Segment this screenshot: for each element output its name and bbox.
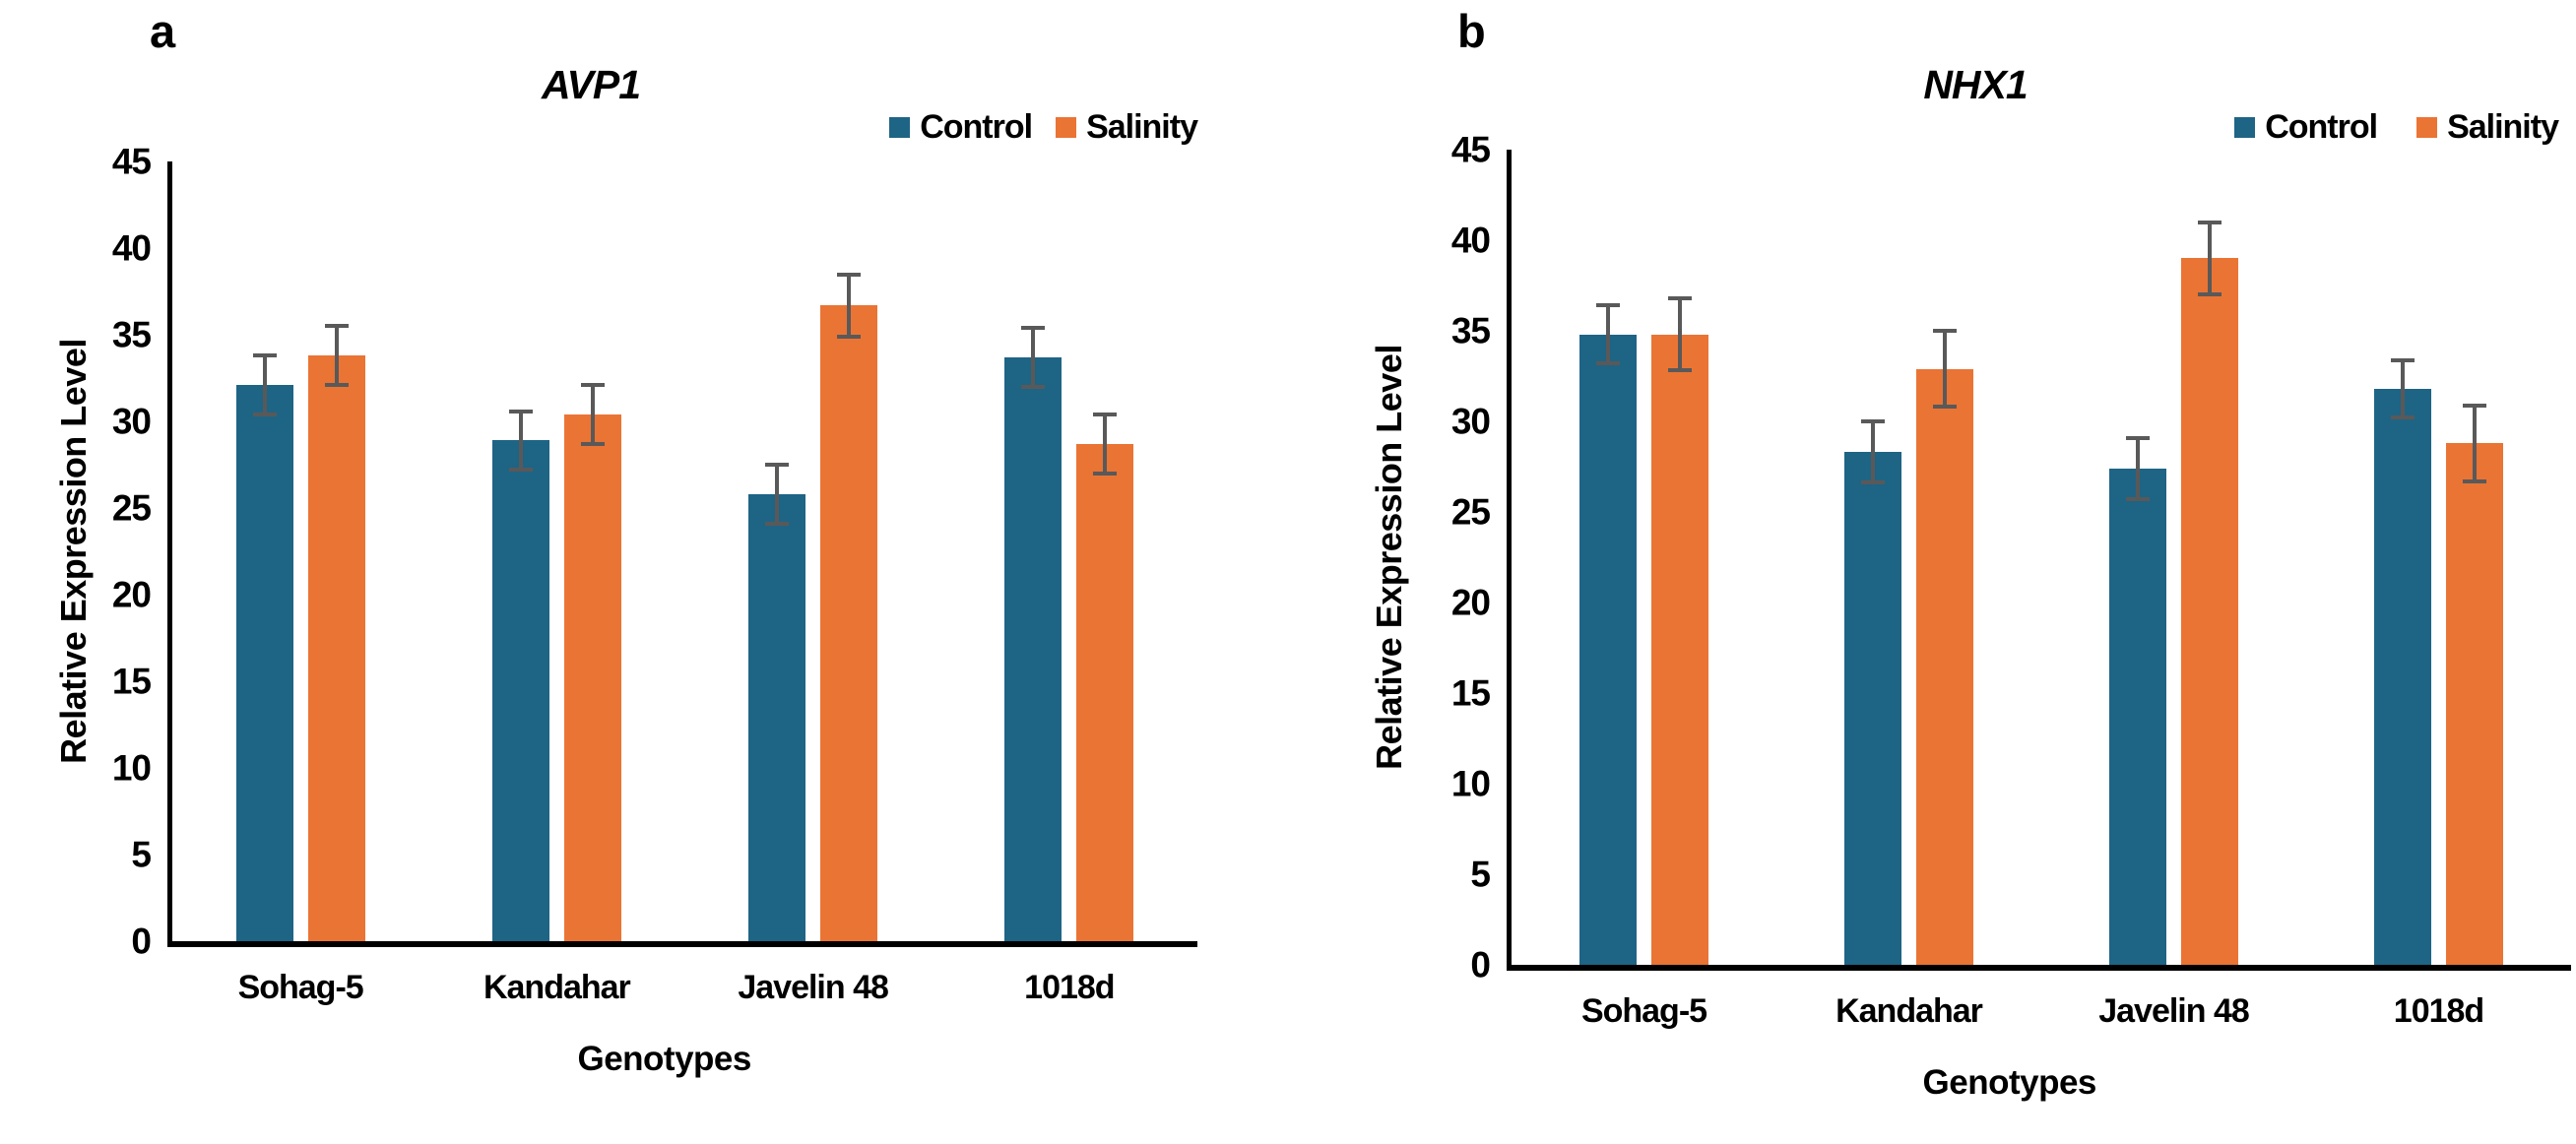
x-axis-tick-label-kandahar: Kandahar xyxy=(483,969,631,1006)
y-axis-tick-label: 0 xyxy=(1470,944,1491,985)
chart-title-avp1: AVP1 xyxy=(541,62,641,107)
y-axis-tick-label: 15 xyxy=(111,661,152,702)
legend-marker-control-icon xyxy=(2234,116,2256,138)
bar-salinity-sohag-5 xyxy=(1651,296,1708,965)
y-axis-tick-label: 40 xyxy=(111,227,152,269)
legend-label-salinity: Salinity xyxy=(2447,108,2559,146)
panel-b: b NHX1 Control Salinity Relative Express… xyxy=(1288,0,2576,1144)
y-axis-tick-label: 20 xyxy=(1450,582,1491,623)
bar-salinity-1018d xyxy=(1076,413,1134,941)
error-bar-control-kandahar xyxy=(508,409,533,473)
bar-control-1018d xyxy=(2374,357,2431,965)
x-axis-tick-label-sohag-5: Sohag-5 xyxy=(237,969,364,1006)
x-axis-tick-label-kandahar: Kandahar xyxy=(1835,992,1983,1030)
legend-item-salinity: Salinity xyxy=(1056,108,1198,146)
error-bar-control-1018d xyxy=(2391,357,2415,420)
panel-a: a AVP1 Control Salinity Relative Express… xyxy=(0,0,1288,1144)
bar-salinity-kandahar xyxy=(1916,329,1973,965)
plot-area: Relative Expression Level 0 5 10 15 20 25 30 35… xyxy=(53,144,1197,1076)
category-group-1018d: 1018d xyxy=(941,161,1197,1004)
y-axis-tick-label: 20 xyxy=(111,574,152,615)
y-axis-tick-label: 10 xyxy=(1450,763,1491,804)
x-axis-title: Genotypes xyxy=(1922,1063,2097,1102)
error-bar-salinity-1018d xyxy=(1093,413,1118,476)
error-bar-salinity-javelin-48 xyxy=(2198,220,2222,297)
bar-control-sohag-5 xyxy=(235,353,293,941)
bar-control-javelin-48 xyxy=(2109,435,2166,965)
bar-salinity-sohag-5 xyxy=(307,324,365,941)
bar-control-kandahar xyxy=(1844,419,1901,965)
y-axis-tick-label: 40 xyxy=(1450,220,1491,261)
legend-label-salinity: Salinity xyxy=(1086,108,1198,146)
y-axis-title: Relative Expression Level xyxy=(1369,345,1409,770)
y-axis-tick-label: 35 xyxy=(111,314,152,355)
category-group-1018d: 1018d xyxy=(2306,150,2571,1028)
x-axis-tick-label-sohag-5: Sohag-5 xyxy=(1580,992,1707,1030)
legend-marker-control-icon xyxy=(889,116,911,138)
error-bar-control-1018d xyxy=(1021,326,1046,389)
bar-control-1018d xyxy=(1004,326,1063,941)
category-group-kandahar: Kandahar xyxy=(428,161,684,1004)
y-axis-tick-label: 35 xyxy=(1450,310,1491,351)
error-bar-salinity-sohag-5 xyxy=(1668,296,1692,373)
error-bar-salinity-javelin-48 xyxy=(837,272,862,339)
legend-marker-salinity-icon xyxy=(2416,116,2438,138)
y-axis-title: Relative Expression Level xyxy=(53,339,94,764)
plot-area: Relative Expression Level 0 5 10 15 20 25 30 35… xyxy=(1369,132,2571,1100)
bar-control-sohag-5 xyxy=(1579,303,1637,965)
category-group-sohag-5: Sohag-5 xyxy=(172,161,428,1004)
error-bar-control-sohag-5 xyxy=(1596,303,1620,365)
category-group-sohag-5: Sohag-5 xyxy=(1512,150,1776,1028)
legend: Control Salinity xyxy=(889,108,1198,146)
x-axis-tick-label-javelin-48: Javelin 48 xyxy=(2098,992,2250,1030)
error-bar-control-sohag-5 xyxy=(252,353,277,416)
y-axis-tick-label: 45 xyxy=(111,141,152,182)
bar-salinity-kandahar xyxy=(563,383,621,941)
y-axis-tick-label: 5 xyxy=(1470,854,1491,895)
x-axis-title: Genotypes xyxy=(577,1040,751,1078)
category-group-kandahar: Kandahar xyxy=(1776,150,2041,1028)
error-bar-salinity-1018d xyxy=(2463,403,2486,483)
error-bar-control-kandahar xyxy=(1861,419,1885,485)
y-axis-tick-label: 30 xyxy=(111,401,152,442)
panel-letter-b: b xyxy=(1457,5,1486,57)
bar-salinity-1018d xyxy=(2446,403,2503,965)
bar-salinity-javelin-48 xyxy=(2181,220,2238,965)
legend-item-control: Control xyxy=(889,108,1033,146)
legend-label-control: Control xyxy=(2265,108,2378,146)
category-group-javelin-48: Javelin 48 xyxy=(2041,150,2306,1028)
bar-groups: Sohag-5 Kandahar Javelin 48 1018d xyxy=(172,161,1197,1004)
y-axis-tick-label: 0 xyxy=(131,921,152,962)
bar-control-javelin-48 xyxy=(748,463,806,941)
error-bar-salinity-kandahar xyxy=(580,383,605,446)
legend-marker-salinity-icon xyxy=(1056,116,1077,138)
legend-item-salinity: Salinity xyxy=(2416,108,2559,146)
x-axis-tick-label-1018d: 1018d xyxy=(1024,969,1115,1006)
y-axis-tick-label: 15 xyxy=(1450,672,1491,714)
panel-letter-a: a xyxy=(150,5,176,57)
y-axis-tick-label: 10 xyxy=(111,747,152,789)
y-axis-tick-label: 5 xyxy=(131,834,152,875)
y-axis-tick-label: 45 xyxy=(1450,129,1491,170)
chart-title-nhx1: NHX1 xyxy=(1923,62,2028,107)
bar-control-kandahar xyxy=(491,409,549,941)
y-axis-tick-label: 25 xyxy=(111,487,152,529)
bar-salinity-javelin-48 xyxy=(820,272,878,941)
bar-groups: Sohag-5 Kandahar Javelin 48 1018d xyxy=(1512,150,2571,1028)
x-axis-tick-label-1018d: 1018d xyxy=(2393,992,2484,1030)
error-bar-control-javelin-48 xyxy=(2126,435,2150,501)
x-axis-tick-label-javelin-48: Javelin 48 xyxy=(738,969,889,1006)
legend-label-control: Control xyxy=(920,108,1033,146)
y-axis-tick-label: 30 xyxy=(1450,401,1491,442)
legend-item-control: Control xyxy=(2234,108,2378,146)
y-axis-tick-label: 25 xyxy=(1450,491,1491,533)
legend: Control Salinity xyxy=(2234,108,2559,146)
error-bar-salinity-sohag-5 xyxy=(324,324,349,387)
error-bar-salinity-kandahar xyxy=(1933,329,1957,410)
error-bar-control-javelin-48 xyxy=(765,463,790,526)
category-group-javelin-48: Javelin 48 xyxy=(685,161,941,1004)
